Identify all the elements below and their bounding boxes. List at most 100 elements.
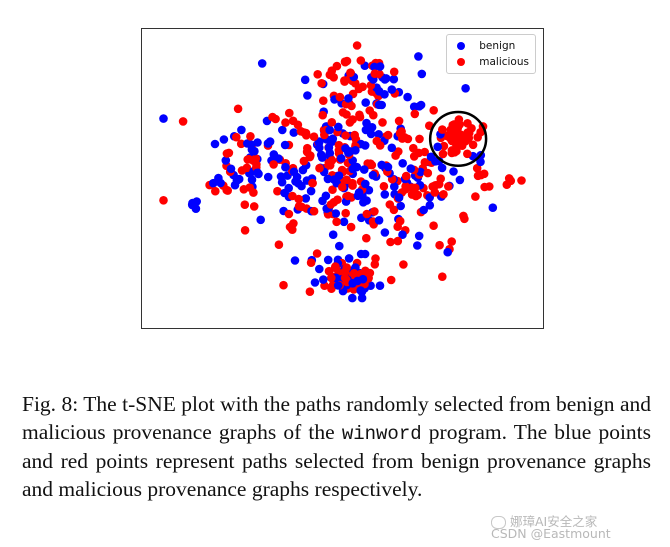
benign-point bbox=[359, 165, 369, 174]
benign-point bbox=[375, 62, 385, 71]
malicious-point bbox=[379, 182, 389, 191]
watermark: 娜璋AI安全之家 bbox=[491, 511, 597, 530]
malicious-point bbox=[399, 260, 408, 269]
malicious-point bbox=[350, 130, 359, 140]
benign-point bbox=[356, 286, 365, 295]
malicious-point bbox=[400, 133, 410, 142]
malicious-point bbox=[340, 57, 350, 66]
malicious-point bbox=[371, 254, 380, 263]
malicious-point bbox=[325, 70, 335, 80]
malicious-point bbox=[297, 202, 306, 212]
benign-point bbox=[336, 154, 346, 163]
malicious-point bbox=[394, 116, 404, 126]
benign-point bbox=[413, 241, 422, 250]
benign-point bbox=[318, 196, 327, 206]
malicious-point bbox=[268, 112, 277, 122]
benign-point bbox=[324, 143, 334, 152]
malicious-point bbox=[239, 185, 249, 194]
malicious-point bbox=[415, 134, 424, 144]
malicious-point bbox=[334, 140, 344, 150]
malicious-point bbox=[211, 186, 220, 196]
legend: benign malicious bbox=[446, 34, 536, 74]
benign-point bbox=[360, 249, 370, 259]
benign-point bbox=[331, 209, 341, 218]
benign-point bbox=[426, 152, 436, 162]
malicious-point bbox=[447, 148, 457, 158]
malicious-point bbox=[340, 77, 349, 86]
benign-point bbox=[237, 125, 246, 135]
malicious-point bbox=[343, 191, 353, 201]
benign-point bbox=[358, 274, 368, 284]
malicious-point bbox=[232, 132, 241, 142]
malicious-point bbox=[401, 171, 411, 181]
malicious-point bbox=[340, 273, 350, 283]
malicious-point bbox=[439, 190, 448, 199]
benign-point bbox=[280, 140, 290, 150]
benign-point bbox=[351, 146, 360, 155]
malicious-point bbox=[345, 118, 355, 127]
benign-point bbox=[390, 182, 399, 191]
benign-point bbox=[339, 217, 349, 227]
benign-point bbox=[387, 143, 397, 153]
malicious-point bbox=[383, 130, 393, 140]
malicious-point bbox=[385, 200, 395, 209]
scatter-area bbox=[159, 41, 526, 303]
benign-point bbox=[325, 125, 334, 135]
wechat-icon bbox=[491, 516, 506, 529]
malicious-point bbox=[332, 217, 341, 227]
benign-point bbox=[281, 162, 290, 172]
malicious-point bbox=[284, 209, 294, 219]
malicious-point bbox=[439, 141, 449, 151]
malicious-point bbox=[309, 132, 319, 141]
benign-point bbox=[333, 281, 343, 290]
malicious-point bbox=[305, 287, 315, 297]
malicious-point bbox=[438, 272, 447, 281]
malicious-point bbox=[352, 41, 362, 50]
benign-point bbox=[417, 69, 427, 79]
benign-point bbox=[433, 142, 443, 152]
malicious-point bbox=[411, 183, 420, 193]
watermark-line1: 娜璋AI安全之家 bbox=[510, 514, 598, 529]
benign-point bbox=[210, 139, 220, 149]
benign-point bbox=[226, 164, 236, 174]
malicious-point bbox=[459, 211, 468, 221]
benign-point bbox=[159, 114, 168, 123]
malicious-point bbox=[274, 240, 284, 249]
benign-point bbox=[381, 74, 391, 83]
malicious-point bbox=[240, 226, 250, 235]
benign-point bbox=[221, 156, 231, 165]
highlight-circle bbox=[428, 110, 488, 168]
benign-point bbox=[461, 84, 470, 93]
benign-point bbox=[290, 256, 300, 265]
watermark-line2: CSDN @Eastmount bbox=[491, 526, 611, 541]
benign-point bbox=[361, 98, 370, 107]
benign-point bbox=[323, 174, 333, 184]
benign-point bbox=[344, 94, 353, 103]
malicious-point bbox=[346, 222, 356, 232]
benign-point bbox=[274, 154, 283, 163]
benign-point bbox=[476, 157, 485, 167]
malicious-point bbox=[355, 110, 364, 120]
benign-point bbox=[315, 143, 324, 152]
benign-point bbox=[387, 85, 397, 94]
malicious-point bbox=[517, 176, 526, 185]
benign-point bbox=[344, 254, 354, 263]
malicious-point bbox=[328, 185, 337, 194]
malicious-point bbox=[473, 133, 483, 142]
malicious-point bbox=[453, 122, 463, 131]
benign-point bbox=[230, 180, 240, 190]
malicious-point bbox=[410, 109, 420, 119]
malicious-point bbox=[288, 116, 298, 126]
malicious-point bbox=[248, 156, 258, 165]
benign-point bbox=[191, 204, 201, 213]
benign-point bbox=[335, 241, 344, 251]
malicious-point bbox=[249, 188, 258, 197]
malicious-point bbox=[431, 181, 440, 190]
malicious-point bbox=[285, 108, 294, 118]
malicious-point bbox=[395, 216, 405, 226]
benign-point bbox=[328, 230, 338, 239]
malicious-point bbox=[480, 182, 489, 192]
malicious-point bbox=[338, 182, 347, 192]
benign-point bbox=[488, 203, 498, 212]
malicious-point bbox=[324, 266, 334, 276]
